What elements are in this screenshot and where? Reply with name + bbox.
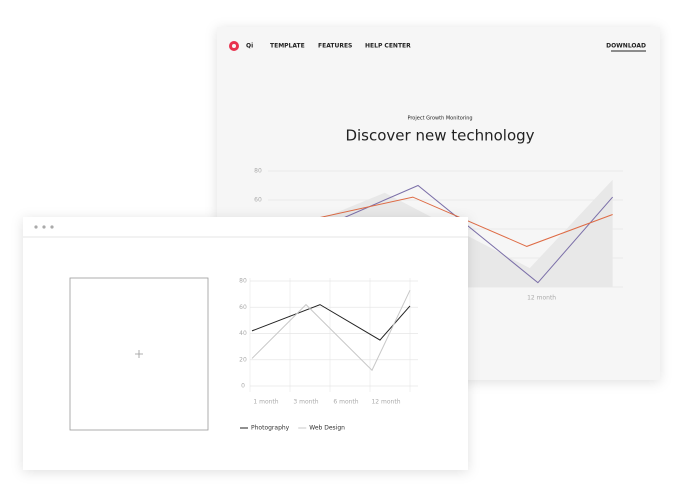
logo-hole	[232, 44, 236, 48]
y-tick-label: 60	[239, 304, 247, 311]
logo-text: Qi	[246, 43, 253, 50]
eyebrow: Project Growth Monitoring	[407, 116, 472, 122]
x-tick-label: 1 month	[253, 399, 278, 406]
y-tick-label: 80	[239, 278, 247, 285]
line	[251, 304, 411, 341]
y-tick-label: 60	[254, 197, 262, 204]
dot	[50, 225, 54, 229]
window	[23, 217, 468, 470]
line	[267, 196, 613, 247]
image-placeholder	[69, 277, 209, 431]
hero-title: Discover new technology	[345, 127, 534, 145]
y-tick-label: 80	[254, 168, 262, 175]
front-window: 0 20 40 60 80 1 month 3 month 6 month 12 month Ph…	[23, 217, 468, 470]
x-tick-label: 12 month	[371, 399, 400, 406]
nav-link[interactable]: HELP CENTER	[365, 43, 411, 50]
y-tick-label: 40	[239, 330, 247, 337]
y-tick-label: 0	[241, 383, 245, 390]
dot	[34, 225, 38, 229]
line	[251, 289, 411, 372]
v-grid	[249, 278, 411, 392]
x-tick-label: 6 month	[333, 399, 358, 406]
nav-cta[interactable]: DOWNLOAD	[606, 43, 646, 50]
legend-label: Web Design	[309, 425, 345, 432]
x-tick-label: 12 month	[527, 295, 556, 302]
y-tick-label: 20	[239, 356, 247, 363]
plus-icon	[135, 350, 143, 358]
x-tick-label: 3 month	[293, 399, 318, 406]
dot	[42, 225, 46, 229]
nav-link[interactable]: FEATURES	[318, 43, 352, 50]
nav-link[interactable]: TEMPLATE	[270, 43, 305, 50]
legend-label: Photography	[251, 425, 290, 432]
